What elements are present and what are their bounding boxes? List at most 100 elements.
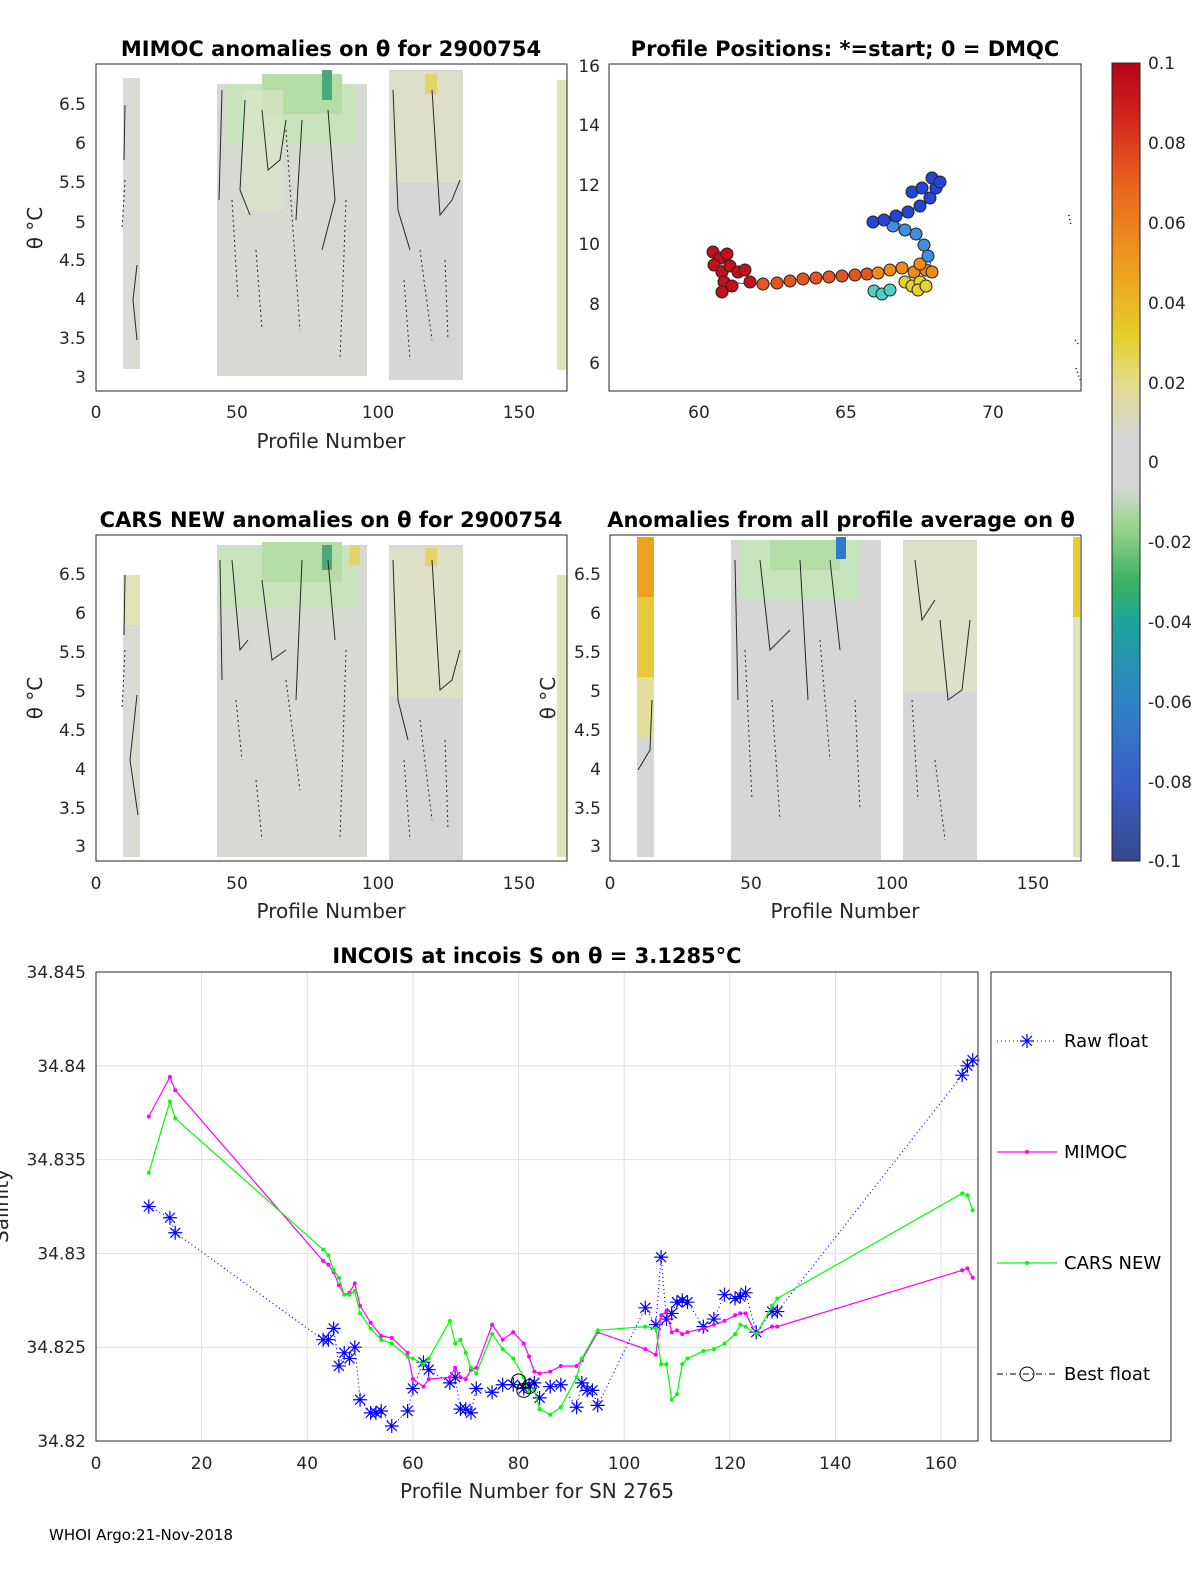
data-point bbox=[711, 1347, 716, 1352]
mimoc-axes bbox=[95, 63, 568, 392]
salinity-legend: Raw float MIMOC CARS NEW Best float bbox=[990, 971, 1172, 1442]
mimoc-xticks: 0 50 100 150 bbox=[91, 403, 536, 423]
salinity-series bbox=[141, 1053, 980, 1433]
legend-label: Best float bbox=[1064, 1364, 1150, 1385]
data-point bbox=[738, 1285, 753, 1300]
data-point bbox=[680, 1295, 695, 1310]
xtick: 150 bbox=[1017, 874, 1049, 894]
data-point bbox=[770, 1304, 785, 1319]
data-point bbox=[711, 1322, 716, 1327]
ytick: 6.5 bbox=[59, 565, 86, 585]
data-point bbox=[653, 1352, 658, 1357]
colorbar-ticks: 0.1 0.08 0.06 0.04 0.02 0 -0.02 -0.04 -0… bbox=[1148, 54, 1192, 872]
cbar-tick: 0.04 bbox=[1148, 294, 1186, 314]
ytick: 10 bbox=[578, 235, 600, 255]
data-point bbox=[453, 1341, 458, 1346]
salinity-title: INCOIS at incois S on θ = 3.1285°C bbox=[332, 944, 741, 968]
data-point bbox=[379, 1337, 384, 1342]
ytick: 4.5 bbox=[59, 251, 86, 271]
data-point bbox=[347, 1340, 362, 1355]
data-point bbox=[463, 1350, 468, 1355]
ytick: 3.5 bbox=[574, 799, 601, 819]
data-point bbox=[960, 1058, 975, 1073]
data-point bbox=[669, 1330, 674, 1335]
legend-label: Raw float bbox=[1064, 1031, 1148, 1052]
ytick: 4.5 bbox=[574, 721, 601, 741]
data-point bbox=[421, 1384, 426, 1389]
series-cars-new bbox=[146, 1099, 975, 1417]
cars-xlabel: Profile Number bbox=[257, 899, 407, 923]
data-point bbox=[965, 1053, 980, 1068]
data-point bbox=[527, 1354, 532, 1359]
data-point bbox=[532, 1369, 537, 1374]
data-point bbox=[654, 1250, 669, 1265]
xtick: 0 bbox=[91, 874, 102, 894]
data-point bbox=[527, 1375, 542, 1390]
data-point bbox=[374, 1403, 389, 1418]
data-point bbox=[685, 1356, 690, 1361]
salinity-xlabel: Profile Number for SN 2765 bbox=[400, 1479, 674, 1503]
data-point bbox=[321, 1247, 326, 1252]
data-point bbox=[405, 1354, 410, 1359]
ytick: 5.5 bbox=[59, 173, 86, 193]
xtick-label: 40 bbox=[296, 1454, 318, 1474]
ytick-label: 34.82 bbox=[37, 1432, 86, 1452]
data-point bbox=[590, 1398, 605, 1413]
legend-item-raw-float: Raw float bbox=[997, 1031, 1148, 1052]
legend-item-mimoc: MIMOC bbox=[997, 1142, 1127, 1163]
data-point bbox=[141, 1199, 156, 1214]
ytick: 4 bbox=[590, 760, 601, 780]
ytick-label: 34.84 bbox=[37, 1057, 86, 1077]
cbar-tick: -0.06 bbox=[1148, 693, 1192, 713]
cbar-tick: 0.08 bbox=[1148, 134, 1186, 154]
data-point bbox=[485, 1385, 500, 1400]
average-panel: Anomalies from all profile average on θ … bbox=[536, 508, 1082, 923]
data-point bbox=[458, 1337, 463, 1342]
data-point bbox=[421, 1362, 426, 1367]
data-point bbox=[775, 1296, 780, 1301]
salinity-axes bbox=[95, 971, 979, 1442]
mimoc-ylabel: θ °C bbox=[23, 207, 47, 250]
series-line bbox=[148, 1059, 974, 1427]
mimoc-panel: MIMOC anomalies on θ for 2900754 6.5 6 5… bbox=[23, 37, 568, 453]
average-xticks: 0 50 100 150 bbox=[605, 874, 1050, 894]
data-point bbox=[558, 1363, 563, 1368]
data-point bbox=[770, 1324, 775, 1329]
data-point bbox=[173, 1088, 178, 1093]
data-point bbox=[701, 1348, 706, 1353]
cars-axes bbox=[95, 534, 568, 862]
positions-yticks: 16 14 12 10 8 6 bbox=[578, 57, 600, 374]
data-point bbox=[321, 1258, 326, 1263]
data-point bbox=[728, 1291, 743, 1306]
data-point bbox=[574, 1375, 579, 1380]
data-point bbox=[379, 1333, 384, 1338]
data-point bbox=[168, 1225, 183, 1240]
data-point bbox=[770, 1303, 775, 1308]
xtick-label: 60 bbox=[402, 1454, 424, 1474]
data-point bbox=[336, 1283, 341, 1288]
data-point bbox=[405, 1350, 410, 1355]
data-point bbox=[384, 1418, 399, 1433]
data-point bbox=[664, 1362, 669, 1367]
cbar-tick: 0.06 bbox=[1148, 214, 1186, 234]
data-point bbox=[653, 1326, 658, 1331]
footer-credit: WHOI Argo:21-Nov-2018 bbox=[49, 1526, 233, 1544]
data-point bbox=[675, 1293, 690, 1308]
data-point bbox=[574, 1363, 579, 1368]
data-point bbox=[167, 1075, 172, 1080]
ytick: 5.5 bbox=[59, 643, 86, 663]
mimoc-anomaly-field bbox=[121, 70, 567, 380]
series-raw-float bbox=[141, 1053, 980, 1433]
data-point bbox=[680, 1362, 685, 1367]
data-point bbox=[389, 1341, 394, 1346]
positions-panel: Profile Positions: *=start; 0 = DMQC bbox=[578, 37, 1082, 423]
data-point bbox=[495, 1377, 510, 1392]
data-point bbox=[167, 1099, 172, 1104]
ytick: 6 bbox=[75, 604, 86, 624]
data-point bbox=[516, 1382, 532, 1398]
data-point bbox=[970, 1275, 975, 1280]
series-line bbox=[148, 1075, 974, 1388]
data-point bbox=[659, 1312, 674, 1327]
data-point bbox=[648, 1317, 663, 1332]
legend-box bbox=[990, 971, 1172, 1442]
